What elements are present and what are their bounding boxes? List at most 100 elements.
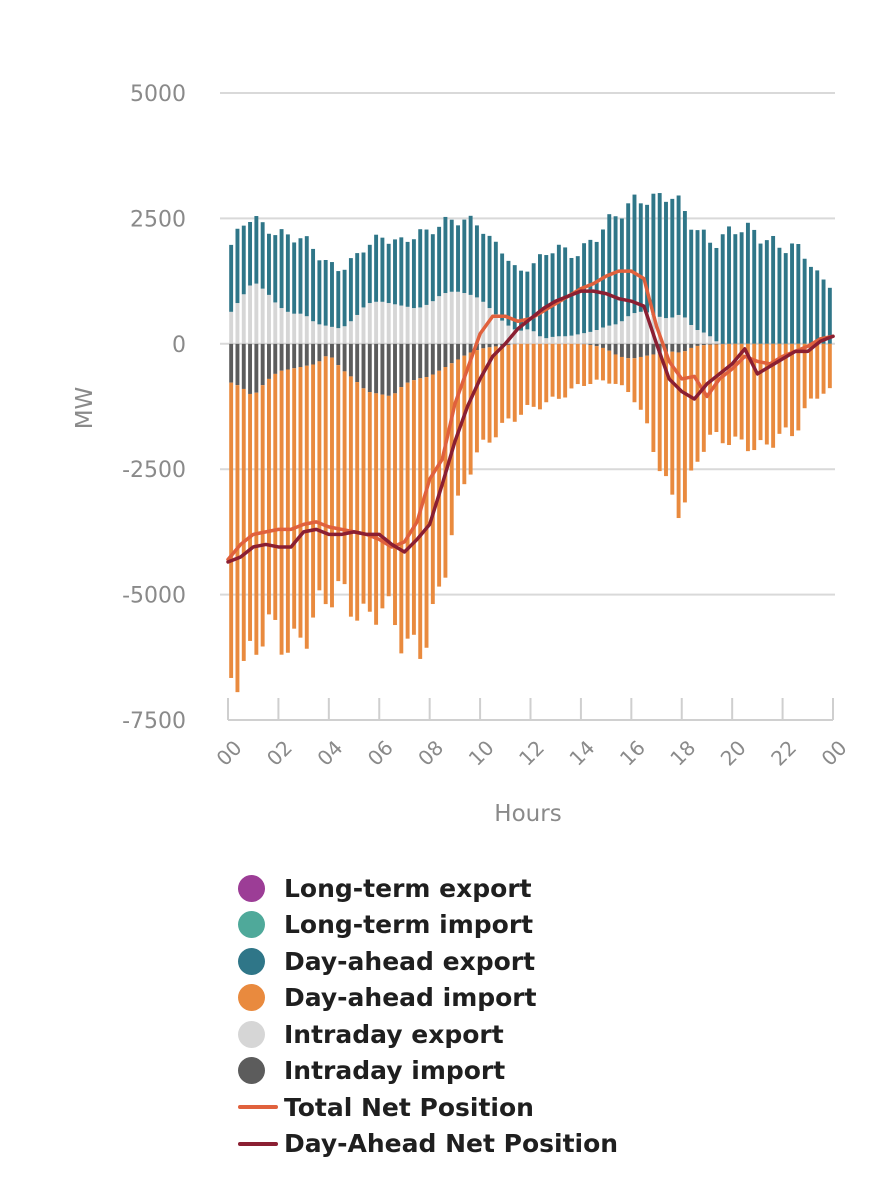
bar-intraday-import [714,343,719,345]
bar-dayahead-export [248,221,253,286]
bar-intraday-import [323,343,328,357]
bar-intraday-export [664,318,668,344]
bar-intraday-export [537,336,542,344]
bar-dayahead-export [790,243,794,344]
bar-dayahead-export [556,244,561,337]
legend-label: Day-ahead export [284,946,536,976]
bar-intraday-import [424,343,429,378]
bar-dayahead-import [556,343,561,399]
bar-dayahead-import [739,343,744,440]
bar-dayahead-export [456,225,460,292]
bar-intraday-export [575,334,580,344]
bar-dayahead-import [336,365,341,582]
x-tick-label: 08 [413,736,448,771]
legend-item[interactable]: Day-ahead export [238,943,618,980]
bar-intraday-export [569,335,574,344]
bar-intraday-import [248,343,253,394]
legend-line-icon [238,1141,278,1146]
bar-intraday-import [260,343,265,386]
legend-item[interactable]: Total Net Position [238,1089,618,1126]
y-tick-label: 5000 [130,82,186,107]
bar-dayahead-export [292,242,297,314]
bar-intraday-export [279,308,284,344]
bar-dayahead-import [235,385,240,693]
bar-dayahead-import [531,343,536,407]
bar-intraday-import [342,343,347,372]
legend-item[interactable]: Long-term import [238,907,618,944]
y-axis-ticks: 5000 2500 0 -2500 -5000 -7500 [122,82,186,734]
bar-dayahead-export [531,263,536,332]
bar-dayahead-import [506,344,511,419]
bar-intraday-export [399,305,404,344]
legend-item[interactable]: Long-term export [238,870,618,907]
bar-dayahead-import [695,345,700,462]
bar-intraday-import [241,343,246,389]
bar-intraday-import [355,343,360,383]
legend: Long-term export Long-term import Day-ahea… [238,870,618,1162]
bar-intraday-import [506,343,511,345]
bar-dayahead-export [462,219,467,294]
bar-intraday-export [367,303,372,344]
bar-dayahead-import [569,343,574,389]
bar-intraday-import [443,343,448,367]
x-tick-label: 06 [363,736,398,771]
bar-dayahead-import [411,380,416,635]
bar-dayahead-import [374,393,379,625]
bar-dayahead-export [657,193,662,317]
bar-intraday-export [638,311,643,344]
x-tick-label: 22 [766,736,801,771]
bar-dayahead-export [727,226,731,344]
bar-dayahead-export [783,253,788,344]
bar-dayahead-import [285,369,290,653]
bar-intraday-import [229,343,234,383]
bar-dayahead-export [701,229,706,333]
bar-dayahead-export [777,247,782,344]
bar-intraday-import [292,343,297,369]
bar-dayahead-import [815,343,820,399]
bar-dayahead-import [430,374,435,605]
bar-dayahead-import [298,366,303,638]
bar-dayahead-export [430,234,435,302]
bar-dayahead-import [714,344,719,433]
bar-intraday-export [689,324,694,344]
bar-intraday-import [279,343,284,371]
legend-item[interactable]: Intraday export [238,1016,618,1053]
bar-dayahead-import [745,343,750,452]
bar-dayahead-import [267,378,271,615]
legend-label: Long-term export [284,873,532,903]
legend-item[interactable]: Day-ahead import [238,980,618,1017]
legend-label: Intraday export [284,1019,504,1049]
bar-dayahead-export [821,279,826,344]
bar-dayahead-export [493,241,498,315]
bar-intraday-export [645,312,650,344]
bar-intraday-import [298,343,303,367]
bar-intraday-export [708,336,713,344]
bar-intraday-import [588,343,593,345]
bar-dayahead-export [544,255,549,339]
bar-dayahead-import [487,347,492,443]
bar-dayahead-import [601,347,605,381]
bar-dayahead-import [304,365,309,649]
bar-intraday-import [235,343,240,386]
bar-dayahead-export [563,247,568,337]
bar-intraday-import [430,343,435,375]
bar-dayahead-import [348,376,353,617]
legend-dot-icon [238,947,265,975]
bar-intraday-export [311,321,316,344]
bar-intraday-export [386,303,391,344]
legend-item[interactable]: Intraday import [238,1053,618,1090]
bar-intraday-import [487,343,492,348]
bar-dayahead-export [374,234,379,302]
bar-dayahead-export [506,260,511,326]
bar-intraday-export [519,330,524,344]
legend-item[interactable]: Day-Ahead Net Position [238,1126,618,1163]
bar-intraday-export [493,314,498,344]
y-tick-label: 0 [172,333,186,358]
bar-intraday-export [619,321,624,344]
bar-dayahead-import [676,352,681,519]
bar-dayahead-import [386,395,391,597]
bar-intraday-import [493,343,498,347]
bar-intraday-import [336,343,341,366]
bar-intraday-import [361,343,366,389]
bar-dayahead-import [323,356,328,605]
